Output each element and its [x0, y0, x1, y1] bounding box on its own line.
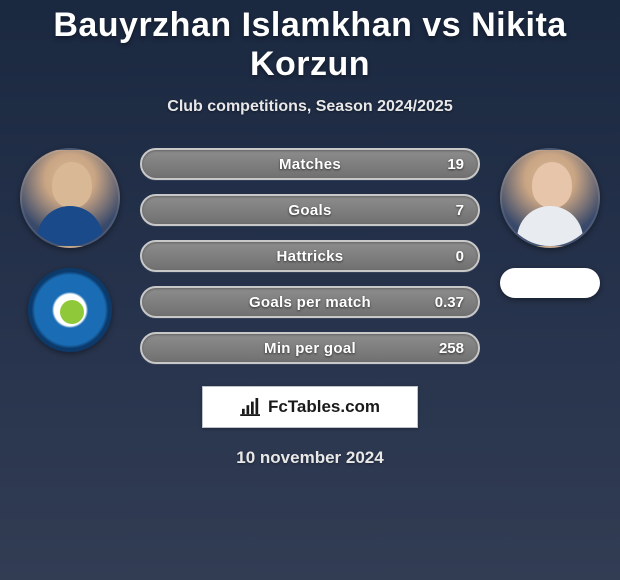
stat-bar-matches: Matches 19 [140, 148, 480, 180]
stat-value: 0.37 [435, 294, 464, 311]
stat-label: Matches [279, 156, 341, 173]
brand-text: FcTables.com [268, 397, 380, 417]
stats-column: Matches 19 Goals 7 Hattricks 0 Goals per… [140, 148, 480, 364]
stat-bar-min-per-goal: Min per goal 258 [140, 332, 480, 364]
stat-value: 258 [439, 340, 464, 357]
stat-bar-goals: Goals 7 [140, 194, 480, 226]
bar-chart-icon [240, 398, 262, 416]
stat-label: Goals [288, 202, 331, 219]
club-logo-left [28, 268, 112, 352]
stat-value: 7 [456, 202, 464, 219]
stat-bar-hattricks: Hattricks 0 [140, 240, 480, 272]
brand-badge: FcTables.com [202, 386, 418, 428]
club-logo-right [500, 268, 600, 298]
right-player-column [498, 148, 602, 298]
page-title: Bauyrzhan Islamkhan vs Nikita Korzun [0, 0, 620, 84]
stat-value: 19 [447, 156, 464, 173]
stat-label: Goals per match [249, 294, 371, 311]
stat-value: 0 [456, 248, 464, 265]
left-player-column [18, 148, 122, 352]
avatar-left [20, 148, 120, 248]
date-text: 10 november 2024 [0, 448, 620, 468]
stat-bar-goals-per-match: Goals per match 0.37 [140, 286, 480, 318]
comparison-row: Matches 19 Goals 7 Hattricks 0 Goals per… [0, 148, 620, 364]
stat-label: Hattricks [277, 248, 344, 265]
stat-label: Min per goal [264, 340, 356, 357]
avatar-right [500, 148, 600, 248]
subtitle: Club competitions, Season 2024/2025 [0, 98, 620, 116]
